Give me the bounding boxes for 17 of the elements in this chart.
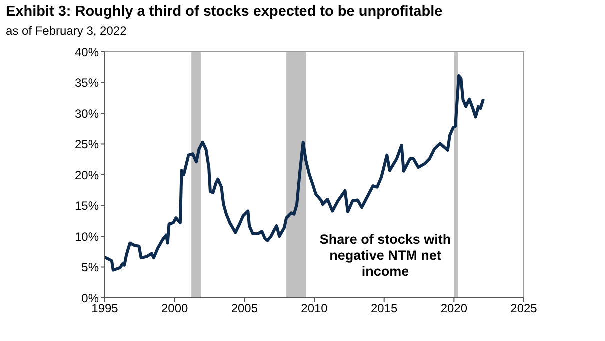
y-tick-label: 15% xyxy=(74,199,100,214)
x-tick-label: 2005 xyxy=(231,302,258,316)
y-tick-label: 20% xyxy=(74,168,100,182)
x-tick-label: 2000 xyxy=(161,302,189,316)
chart-subtitle: as of February 3, 2022 xyxy=(6,24,127,38)
x-tick-label: 2010 xyxy=(301,302,328,316)
y-tick-label: 30% xyxy=(74,106,100,121)
y-tick-label: 10% xyxy=(74,230,100,244)
y-tick-label: 25% xyxy=(74,138,100,152)
x-tick-label: 2015 xyxy=(370,302,398,316)
y-tick-label: 5% xyxy=(82,260,100,275)
chart-title: Exhibit 3: Roughly a third of stocks expected to be unprofitable xyxy=(6,4,443,20)
y-tick-label: 35% xyxy=(74,76,100,90)
y-tick-label: 40% xyxy=(74,45,100,60)
x-tick-label: 2020 xyxy=(440,302,468,316)
x-tick-label: 2025 xyxy=(510,302,538,316)
annotation: Share of stocks with negative NTM net income xyxy=(318,232,452,280)
